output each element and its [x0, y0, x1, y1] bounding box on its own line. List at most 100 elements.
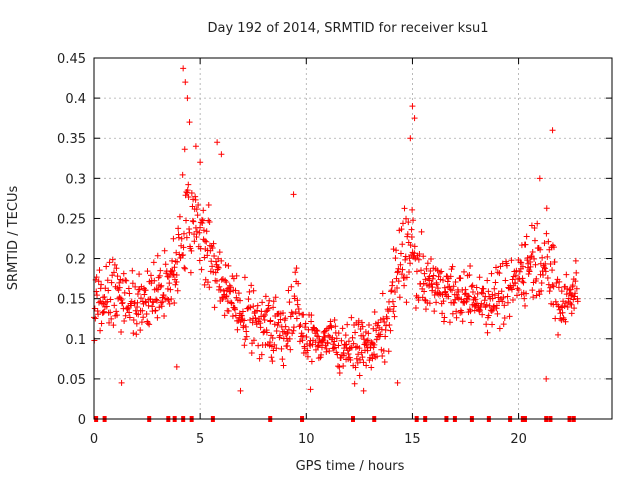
data-point [137, 327, 144, 334]
data-point [267, 317, 274, 324]
data-point [402, 256, 409, 263]
data-point [192, 196, 199, 203]
data-point [429, 284, 436, 291]
data-point [421, 270, 428, 277]
data-point [256, 355, 263, 362]
data-point [327, 318, 334, 325]
data-point [290, 327, 297, 334]
data-point [399, 241, 406, 248]
data-point [140, 314, 147, 321]
data-point [552, 298, 559, 305]
data-point [498, 288, 505, 295]
data-point [108, 315, 115, 322]
data-point [563, 271, 570, 278]
data-point [198, 266, 205, 273]
data-point [183, 217, 190, 224]
data-point [158, 303, 165, 310]
data-point [92, 315, 99, 322]
data-point [118, 328, 125, 335]
data-point [474, 290, 481, 297]
data-point [546, 288, 553, 295]
data-point [179, 171, 186, 178]
data-point [399, 220, 406, 227]
data-point [387, 327, 394, 334]
data-point [454, 294, 461, 301]
data-point [253, 317, 260, 324]
data-point [111, 261, 118, 268]
data-point [501, 315, 508, 322]
data-point [243, 333, 250, 340]
data-point [352, 344, 359, 351]
data-point [568, 292, 575, 299]
data-point [440, 277, 447, 284]
data-point [110, 322, 117, 329]
data-point [381, 318, 388, 325]
data-point [288, 283, 295, 290]
data-point [369, 355, 376, 362]
data-point [358, 319, 365, 326]
data-point [315, 342, 322, 349]
data-point [247, 304, 254, 311]
data-point [260, 313, 267, 320]
data-point [270, 304, 277, 311]
data-point [395, 278, 402, 285]
data-point [473, 284, 480, 291]
data-point [461, 268, 468, 275]
data-point [491, 285, 498, 292]
data-point [182, 265, 189, 272]
data-point [412, 305, 419, 312]
data-point [104, 277, 111, 284]
data-point [292, 309, 299, 316]
data-point [220, 294, 227, 301]
data-point [269, 358, 276, 365]
data-point [513, 267, 520, 274]
chart-title: Day 192 of 2014, SRMTID for receiver ksu… [208, 21, 489, 36]
x-tick-label: 20 [510, 432, 527, 447]
data-point [503, 262, 510, 269]
data-point [255, 342, 262, 349]
data-point [450, 283, 457, 290]
data-point [359, 354, 366, 361]
data-point [537, 246, 544, 253]
data-point [289, 330, 296, 337]
data-point [273, 345, 280, 352]
data-point [433, 299, 440, 306]
data-point [489, 295, 496, 302]
data-point [370, 351, 377, 358]
data-point [524, 254, 531, 261]
data-point [218, 151, 225, 158]
data-point [486, 302, 493, 309]
data-point [190, 218, 197, 225]
data-point [189, 217, 196, 224]
data-point [381, 358, 388, 365]
data-point [573, 269, 580, 276]
data-point [135, 286, 142, 293]
data-point [237, 387, 244, 394]
data-point [293, 315, 300, 322]
data-point [210, 240, 217, 247]
data-point [318, 351, 325, 358]
data-point [222, 293, 229, 300]
data-point [453, 308, 460, 315]
data-point [572, 290, 579, 297]
data-point [571, 305, 578, 312]
data-point [363, 337, 370, 344]
data-point [215, 264, 222, 271]
data-point [493, 264, 500, 271]
data-point [95, 278, 102, 285]
data-point [339, 325, 346, 332]
data-point [176, 213, 183, 220]
data-point [466, 293, 473, 300]
data-point [500, 294, 507, 301]
data-point [513, 292, 520, 299]
data-point [228, 300, 235, 307]
data-point [314, 343, 321, 350]
data-point [165, 296, 172, 303]
data-point [496, 325, 503, 332]
data-point [437, 276, 444, 283]
data-point [331, 317, 338, 324]
data-point [147, 272, 154, 279]
y-tick-label: 0.15 [57, 293, 86, 308]
data-point [212, 269, 219, 276]
